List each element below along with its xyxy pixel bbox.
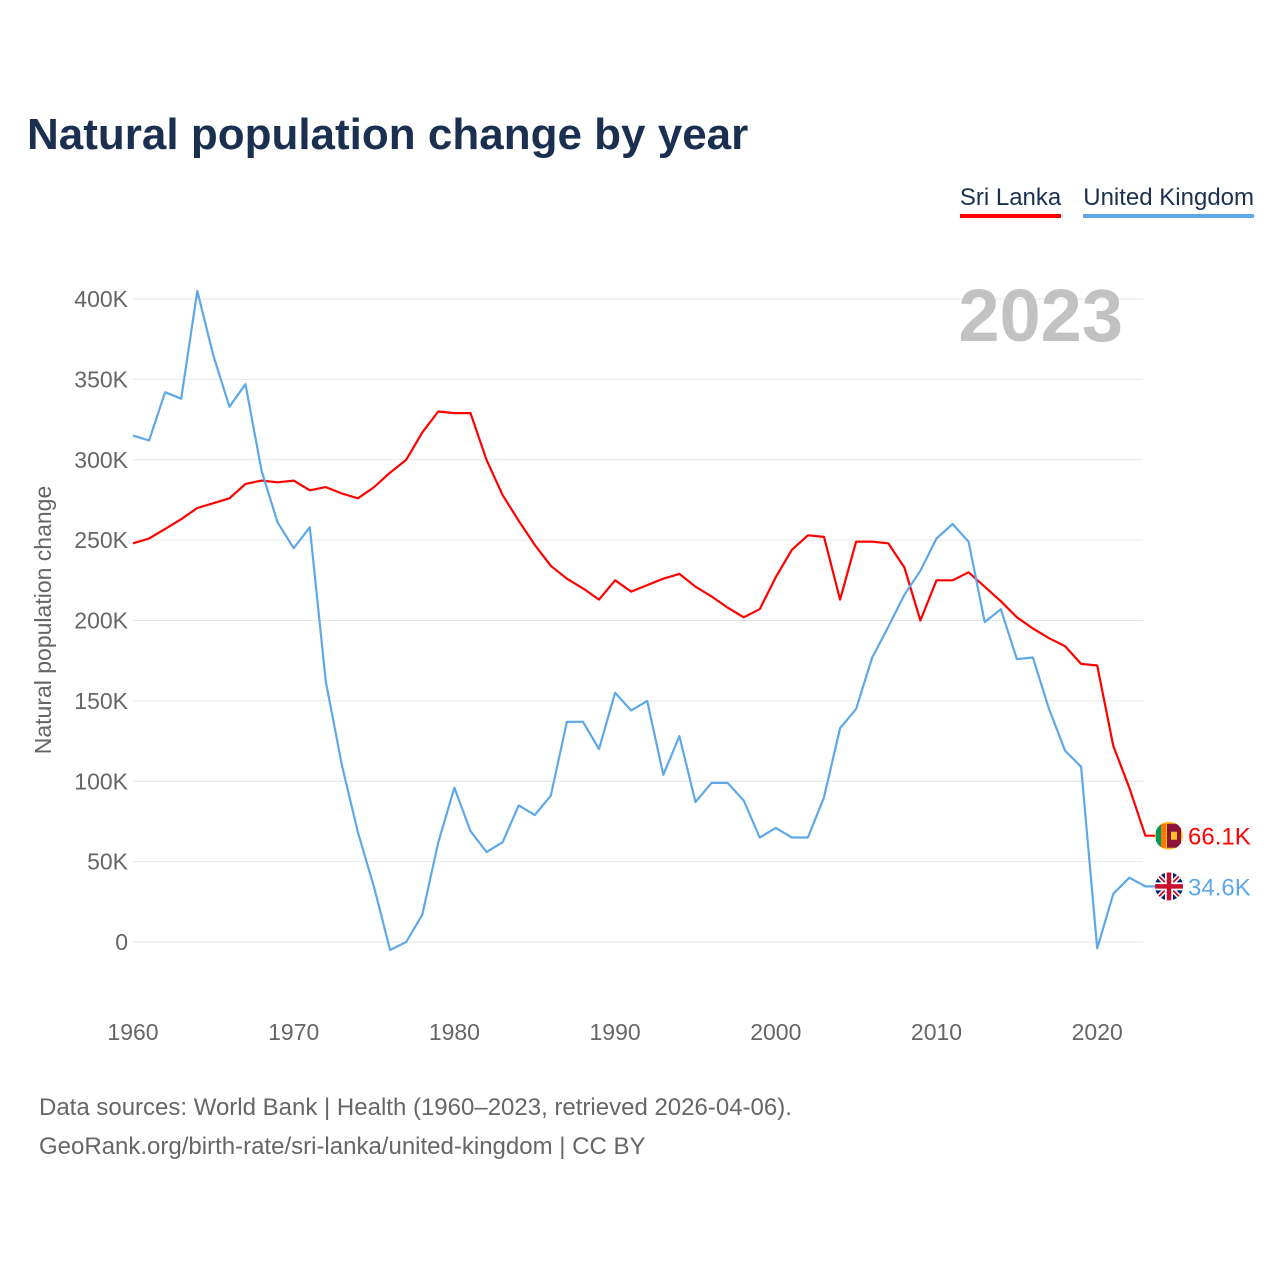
x-tick-label: 2000 — [750, 1019, 801, 1045]
footer-sources: Data sources: World Bank | Health (1960–… — [39, 1094, 792, 1121]
x-tick-label: 2010 — [911, 1019, 962, 1045]
y-tick-label: 300K — [74, 447, 128, 473]
x-tick-label: 2020 — [1072, 1019, 1123, 1045]
y-tick-label: 350K — [74, 366, 128, 392]
series-lines — [132, 289, 1157, 952]
footer-link[interactable]: GeoRank.org/birth-rate/sri-lanka/united-… — [39, 1133, 646, 1160]
y-tick-label: 200K — [74, 608, 128, 634]
x-tick-label: 1960 — [107, 1019, 158, 1045]
y-tick-label: 50K — [87, 849, 129, 875]
footer: Data sources: World Bank | Health (1960–… — [39, 1088, 792, 1166]
end-labels: 66.1K 34.6K — [1155, 821, 1251, 901]
y-axis-label: Natural population change — [30, 486, 56, 755]
series-line-sri-lanka — [132, 410, 1157, 837]
sri-lanka-flag-icon — [1155, 821, 1183, 850]
x-axis-ticks: 1960 1970 1980 1990 2000 2010 2020 — [107, 1019, 1122, 1045]
y-tick-label: 250K — [74, 527, 128, 553]
legend: Sri Lanka United Kingdom — [959, 184, 1254, 218]
end-value-label: 66.1K — [1188, 824, 1251, 851]
legend-item-sri-lanka[interactable]: Sri Lanka — [959, 184, 1062, 218]
series-line-united-kingdom — [132, 289, 1157, 952]
uk-flag-icon — [1155, 872, 1183, 901]
y-tick-label: 0 — [115, 929, 128, 955]
x-tick-label: 1970 — [268, 1019, 319, 1045]
year-watermark: 2023 — [958, 274, 1123, 357]
legend-item-united-kingdom[interactable]: United Kingdom — [1083, 184, 1254, 218]
chart-title: Natural population change by year — [27, 110, 749, 159]
x-tick-label: 1980 — [429, 1019, 480, 1045]
line-chart: 0 50K 100K 150K 200K 250K 300K 350K 400K 1960 197… — [30, 274, 1251, 1045]
y-tick-label: 400K — [74, 286, 128, 312]
end-value-label: 34.6K — [1188, 874, 1251, 901]
y-tick-label: 150K — [74, 688, 128, 714]
x-tick-label: 1990 — [590, 1019, 641, 1045]
y-axis-ticks: 0 50K 100K 150K 200K 250K 300K 350K 400K — [74, 286, 128, 955]
y-tick-label: 100K — [74, 768, 128, 794]
gridlines — [133, 298, 1143, 943]
